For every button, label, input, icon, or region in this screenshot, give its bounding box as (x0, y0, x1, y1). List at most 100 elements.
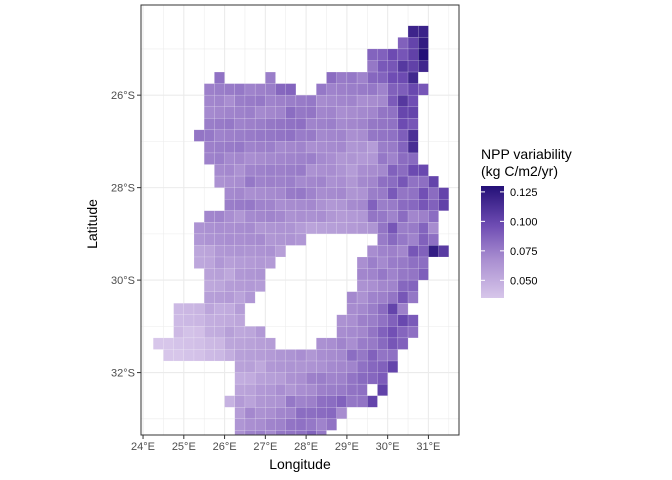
raster-cell (377, 141, 388, 154)
raster-cell (346, 395, 358, 408)
raster-cell (244, 326, 256, 339)
raster-cell (356, 175, 368, 188)
raster-cell (346, 94, 358, 107)
raster-cell (265, 383, 276, 396)
raster-cell (316, 337, 327, 350)
raster-cell (336, 222, 348, 235)
raster-cell (285, 118, 297, 131)
raster-cell (377, 372, 388, 385)
raster-cell (377, 268, 388, 281)
raster-cell (367, 268, 378, 281)
raster-cell (295, 94, 307, 107)
raster-cell (244, 164, 256, 177)
raster-cell (407, 71, 419, 84)
raster-cell (214, 303, 225, 315)
raster-cell (336, 71, 348, 84)
raster-cell (244, 349, 256, 362)
raster-cell (295, 141, 307, 154)
raster-cell (234, 407, 246, 420)
raster-cell (397, 175, 409, 188)
raster-cell (224, 94, 235, 107)
raster-cell (254, 418, 266, 431)
raster-cell (397, 71, 409, 84)
raster-cell (418, 256, 429, 269)
raster-cell (367, 395, 378, 408)
raster-cell (275, 83, 286, 96)
raster-cell (203, 106, 215, 119)
raster-cell (367, 152, 378, 165)
raster-cell (265, 349, 276, 362)
raster-cell (275, 245, 286, 258)
raster-cell (265, 94, 276, 107)
raster-cell (254, 233, 266, 246)
raster-cell (254, 407, 266, 420)
raster-cell (418, 25, 429, 38)
raster-cell (387, 268, 399, 281)
raster-cell (346, 129, 358, 142)
raster-cell (305, 372, 317, 385)
raster-cell (418, 37, 429, 50)
raster-cell (153, 337, 164, 350)
raster-cell (234, 303, 246, 315)
raster-cell (346, 164, 358, 177)
raster-cell (244, 418, 256, 431)
raster-cell (224, 349, 235, 362)
raster-cell (214, 83, 225, 96)
raster-cell (234, 337, 246, 350)
raster-cell (203, 222, 215, 235)
raster-cell (326, 222, 337, 235)
raster-cell (295, 198, 307, 211)
raster-cell (305, 360, 317, 373)
raster-cell (356, 141, 368, 154)
raster-cell (316, 360, 327, 373)
raster-cell (407, 245, 419, 258)
raster-cell (295, 210, 307, 223)
raster-cell (316, 106, 327, 119)
raster-cell (377, 198, 388, 211)
raster-cell (214, 129, 225, 142)
raster-cell (326, 71, 337, 84)
raster-cell (183, 303, 195, 315)
raster-cell (254, 164, 266, 177)
raster-cell (397, 187, 409, 200)
raster-cell (234, 152, 246, 165)
raster-cell (285, 222, 297, 235)
raster-cell (265, 233, 276, 246)
raster-cell (377, 337, 388, 350)
x-tick-label: 31°E (416, 441, 440, 453)
raster-cell (387, 233, 399, 246)
raster-cell (265, 175, 276, 188)
raster-cell (346, 198, 358, 211)
raster-cell (387, 210, 399, 223)
raster-cell (428, 198, 439, 211)
raster-cell (377, 256, 388, 269)
raster-cell (234, 233, 246, 246)
raster-cell (265, 129, 276, 142)
raster-cell (336, 360, 348, 373)
raster-cell (275, 175, 286, 188)
raster-cell (316, 175, 327, 188)
raster-cell (214, 141, 225, 154)
raster-cell (193, 222, 205, 235)
raster-cell (356, 210, 368, 223)
raster-cell (367, 198, 378, 211)
raster-cell (265, 337, 276, 350)
raster-cell (377, 48, 388, 61)
raster-cell (295, 418, 307, 431)
raster-cell (173, 349, 185, 362)
x-tick-label: 25°E (172, 441, 196, 453)
raster-cell (234, 164, 246, 177)
raster-cell (224, 326, 235, 339)
raster-cell (387, 175, 399, 188)
raster-cell (203, 141, 215, 154)
raster-cell (316, 94, 327, 107)
raster-cell (367, 314, 378, 327)
raster-cell (224, 314, 235, 327)
raster-cell (346, 291, 358, 304)
raster-cell (203, 303, 215, 315)
raster-cell (285, 372, 297, 385)
raster-cell (275, 210, 286, 223)
raster-cell (438, 187, 450, 200)
raster-cell (367, 326, 378, 339)
raster-cell (234, 256, 246, 269)
